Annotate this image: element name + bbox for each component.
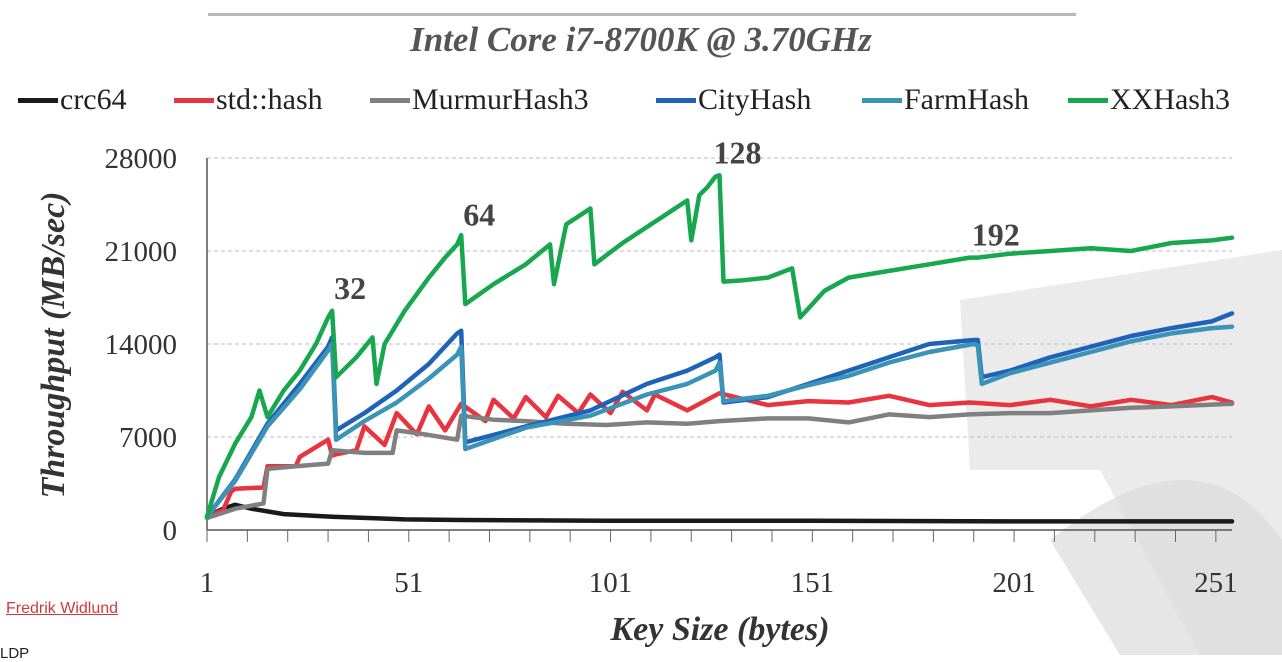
y-axis-title: Throughput (MB/sec) — [35, 192, 72, 499]
annotation-label: 128 — [714, 134, 762, 170]
x-tick-label: 1 — [200, 567, 215, 599]
legend-swatch — [370, 97, 410, 103]
y-tick-label: 21000 — [105, 236, 178, 268]
x-tick-label: 101 — [589, 567, 633, 599]
legend-swatch — [862, 97, 902, 103]
legend-label: FarmHash — [904, 83, 1029, 116]
series-line-murmurhash3 — [204, 401, 1235, 521]
legend-label: MurmurHash3 — [412, 83, 589, 116]
legend-swatch — [656, 97, 696, 103]
legend-item: std::hash — [174, 80, 323, 120]
x-axis-title: Key Size (bytes) — [609, 611, 829, 648]
series-line-crc64 — [204, 502, 1235, 524]
legend-label: crc64 — [60, 83, 127, 116]
cut-off-text: LDP — [0, 645, 30, 662]
legend: crc64 std::hash MurmurHash3 CityHash FarmHas… — [0, 80, 1282, 124]
legend-item: XXHash3 — [1068, 80, 1230, 120]
x-tick-label: 51 — [394, 567, 423, 599]
legend-item: MurmurHash3 — [370, 80, 589, 120]
annotation-label: 192 — [972, 217, 1020, 253]
legend-label: XXHash3 — [1110, 83, 1230, 116]
y-tick-label: 14000 — [105, 329, 178, 361]
series-line-farmhash — [204, 324, 1235, 519]
legend-item: FarmHash — [862, 80, 1029, 120]
y-tick-label: 28000 — [105, 143, 178, 175]
x-tick-label: 201 — [992, 567, 1036, 599]
annotation-label: 64 — [463, 197, 495, 233]
legend-item: crc64 — [18, 80, 127, 120]
legend-label: std::hash — [216, 83, 323, 116]
series-line-stdhash — [204, 389, 1235, 519]
title-rule — [208, 13, 1076, 16]
series-line-xxhash3 — [204, 173, 1235, 519]
x-tick-label: 151 — [791, 567, 835, 599]
y-tick-label: 0 — [163, 515, 178, 547]
legend-swatch — [18, 97, 58, 103]
legend-swatch — [1068, 97, 1108, 103]
chart-title: Intel Core i7-8700K @ 3.70GHz — [410, 20, 872, 59]
legend-item: CityHash — [656, 80, 811, 120]
x-tick-label: 251 — [1194, 567, 1238, 599]
legend-swatch — [174, 97, 214, 103]
credit-link[interactable]: Fredrik Widlund — [6, 600, 119, 617]
legend-label: CityHash — [698, 83, 812, 116]
y-tick-label: 7000 — [119, 422, 177, 454]
annotation-label: 32 — [334, 270, 366, 306]
